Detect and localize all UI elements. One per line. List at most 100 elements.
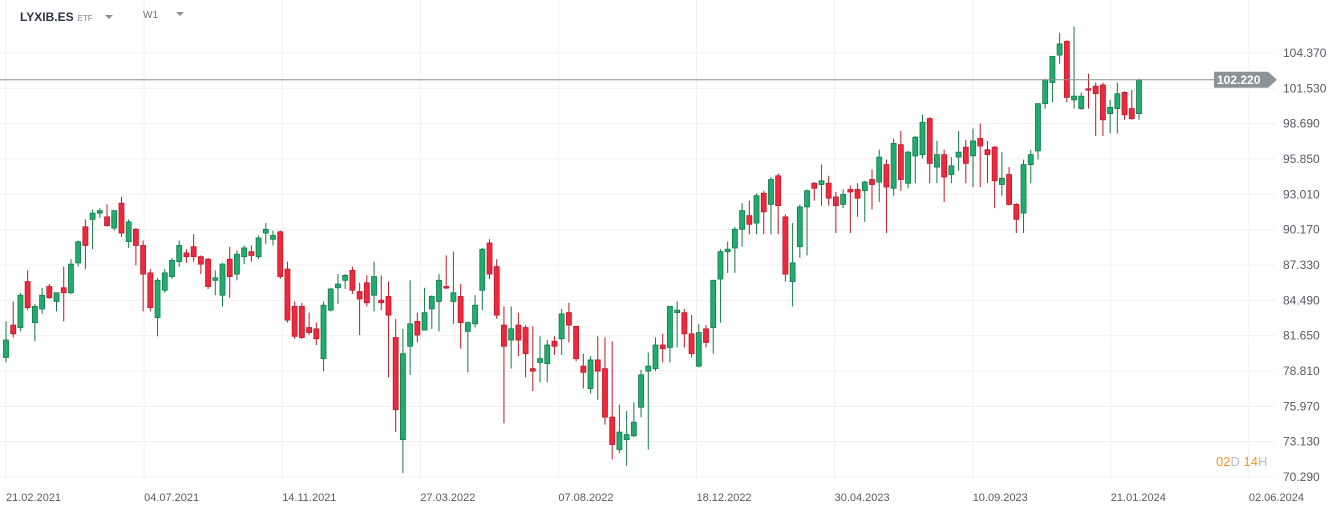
candle-body-up — [998, 177, 1005, 185]
candle-body-down — [760, 192, 767, 213]
candle-body-down — [703, 328, 709, 343]
chevron-down-icon[interactable] — [176, 12, 184, 16]
y-tick-label: 98.690 — [1283, 117, 1320, 131]
candle-body-down — [926, 118, 933, 164]
candle-body-up — [1020, 164, 1027, 214]
x-tick-label: 14.11.2021 — [282, 492, 336, 504]
candle-body-down — [811, 182, 818, 189]
candle-body-up — [176, 245, 183, 263]
y-tick-label: 95.850 — [1283, 152, 1320, 166]
candle-body-down — [306, 327, 312, 333]
candle-body-down — [659, 344, 666, 350]
candle-body-up — [1114, 93, 1121, 110]
x-tick-label: 30.04.2023 — [835, 492, 890, 504]
y-tick-label: 70.290 — [1283, 470, 1320, 484]
symbol-selector[interactable]: LYXIB.ES ETF — [20, 10, 113, 24]
candle-body-up — [508, 328, 515, 341]
candle-body-up — [1107, 106, 1114, 114]
candle-body-down — [746, 215, 753, 225]
x-tick-label: 02.06.2024 — [1249, 492, 1304, 504]
x-tick-label: 27.03.2022 — [420, 492, 475, 504]
y-tick-label: 84.490 — [1283, 293, 1320, 307]
candle-body-down — [313, 328, 320, 340]
candle-body-down — [356, 291, 363, 300]
candle-body-up — [1071, 95, 1077, 101]
candle-body-up — [161, 272, 168, 291]
candle-body-down — [573, 325, 580, 360]
timeframe-selector[interactable]: W1 — [143, 10, 184, 21]
candle-body-down — [197, 256, 204, 265]
y-tick-label: 104.370 — [1283, 46, 1327, 60]
candle-body-down — [24, 281, 31, 309]
candle-body-down — [147, 272, 154, 309]
candle-body-up — [31, 306, 38, 324]
candle-body-down — [118, 202, 125, 234]
candle-body-down — [349, 269, 356, 291]
candle-body-up — [544, 344, 551, 365]
last-price-badge — [1214, 71, 1277, 88]
chevron-down-icon[interactable] — [104, 15, 113, 19]
candle-body-up — [558, 313, 565, 340]
y-tick-label: 75.970 — [1283, 399, 1320, 413]
candle-body-down — [10, 324, 17, 335]
candle-body-up — [125, 221, 132, 243]
candle-body-up — [17, 294, 24, 328]
timeframe-label: W1 — [143, 10, 158, 21]
y-tick-label: 87.330 — [1283, 258, 1320, 272]
candle-body-up — [796, 206, 803, 248]
candle-body-down — [46, 286, 53, 299]
candle-body-up — [724, 248, 731, 253]
candle-body-up — [955, 151, 962, 158]
candle-body-up — [421, 312, 428, 331]
y-tick-label: 90.170 — [1283, 223, 1320, 237]
y-tick-label: 93.010 — [1283, 187, 1320, 201]
last-price-label: 102.220 — [1217, 73, 1261, 87]
candle-body-down — [1063, 41, 1070, 98]
candle-body-down — [1100, 84, 1106, 121]
candle-body-up — [111, 210, 118, 229]
candle-body-down — [854, 189, 861, 199]
candle-body-up — [75, 241, 82, 264]
candle-body-up — [876, 156, 883, 183]
candle-body-up — [667, 306, 673, 348]
candle-body-up — [1136, 79, 1142, 114]
candle-body-up — [948, 165, 955, 175]
candle-body-down — [688, 333, 695, 355]
candle-body-down — [291, 306, 298, 337]
candle-body-down — [897, 144, 904, 180]
candle-body-up — [234, 253, 240, 275]
candle-body-down — [1121, 92, 1128, 116]
candle-body-up — [731, 228, 738, 249]
candle-body-down — [775, 175, 782, 207]
candle-body-up — [262, 228, 269, 234]
candle-body-up — [169, 259, 175, 277]
candle-body-down — [205, 258, 211, 287]
candle-body-up — [39, 294, 45, 310]
candle-body-up — [320, 304, 327, 360]
candle-body-up — [219, 263, 226, 296]
countdown-hours-unit: H — [1257, 454, 1268, 469]
candle-body-up — [840, 194, 847, 205]
candle-body-down — [1085, 88, 1092, 91]
candle-body-down — [551, 340, 558, 347]
candle-body-up — [645, 365, 652, 372]
candle-body-up — [400, 353, 406, 440]
candle-body-down — [515, 324, 522, 341]
candle-body-up — [1049, 55, 1056, 83]
y-tick-label: 81.650 — [1283, 329, 1320, 343]
candle-body-up — [739, 210, 745, 230]
candle-body-up — [1035, 103, 1041, 152]
candle-body-down — [378, 299, 385, 304]
candle-body-down — [825, 182, 832, 199]
candle-body-up — [623, 434, 630, 440]
x-tick-label: 04.07.2021 — [144, 492, 199, 504]
candle-body-down — [529, 368, 536, 372]
candle-body-up — [407, 323, 414, 347]
candle-body-up — [479, 248, 486, 291]
candle-body-up — [255, 237, 262, 258]
candle-body-up — [342, 274, 349, 281]
candle-body-down — [869, 179, 875, 185]
candle-body-down — [457, 296, 464, 324]
candle-body-up — [537, 358, 543, 363]
